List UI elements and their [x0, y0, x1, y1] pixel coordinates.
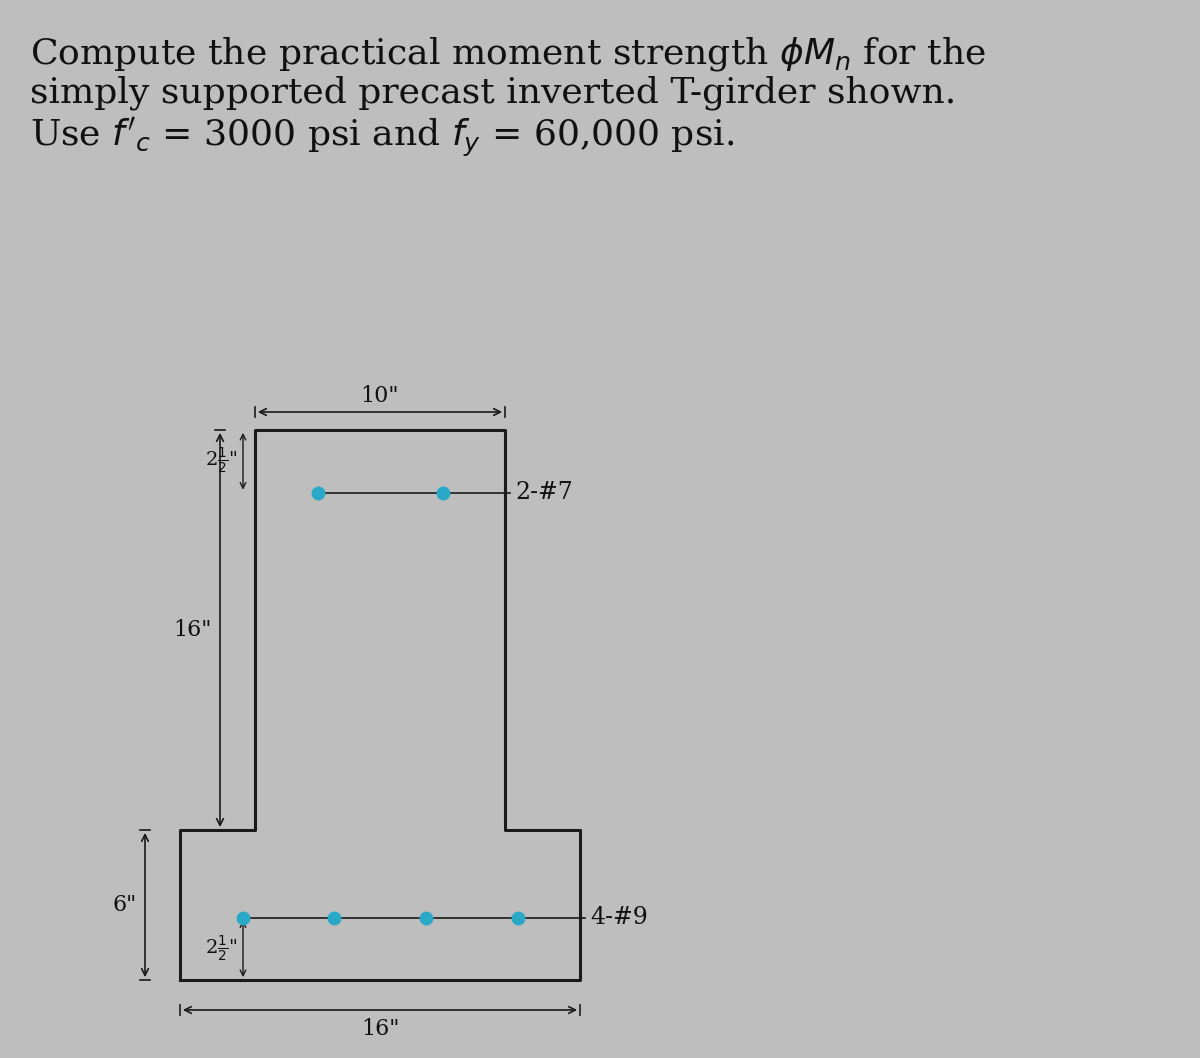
- Text: Compute the practical moment strength $\phi$$M_n$ for the: Compute the practical moment strength $\…: [30, 35, 986, 73]
- Text: simply supported precast inverted T-girder shown.: simply supported precast inverted T-gird…: [30, 75, 956, 110]
- Point: [508, 909, 527, 926]
- Text: 2$\frac{1}{2}$": 2$\frac{1}{2}$": [205, 934, 238, 964]
- Point: [233, 909, 252, 926]
- Point: [416, 909, 436, 926]
- Text: 16": 16": [174, 619, 212, 641]
- Text: 4-#9: 4-#9: [590, 906, 648, 929]
- Text: 6": 6": [113, 894, 137, 916]
- Text: 10": 10": [361, 385, 400, 407]
- Point: [308, 485, 328, 501]
- Text: 16": 16": [361, 1018, 400, 1040]
- Text: 2-#7: 2-#7: [515, 481, 572, 504]
- Text: Use $f'_c$ = 3000 psi and $f_y$ = 60,000 psi.: Use $f'_c$ = 3000 psi and $f_y$ = 60,000…: [30, 115, 734, 160]
- Point: [433, 485, 452, 501]
- Point: [324, 909, 343, 926]
- Text: 2$\frac{1}{2}$": 2$\frac{1}{2}$": [205, 446, 238, 476]
